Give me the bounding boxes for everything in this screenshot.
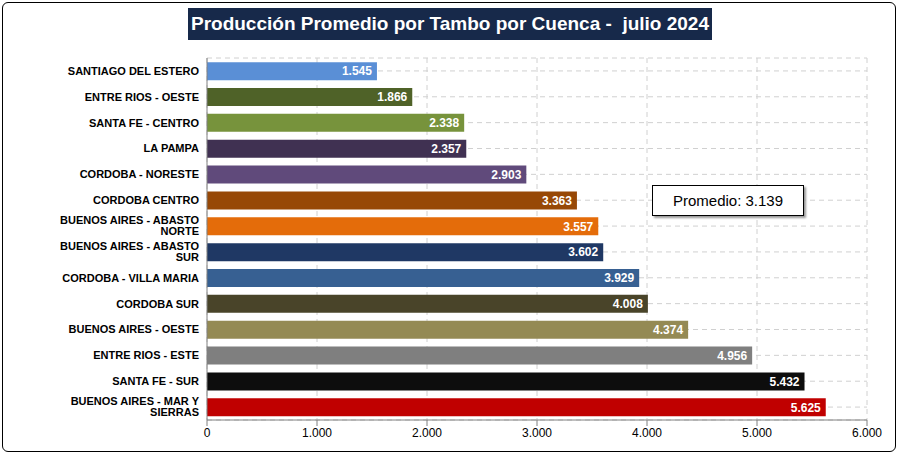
svg-text:1.866: 1.866 xyxy=(377,90,407,104)
svg-text:5.432: 5.432 xyxy=(769,375,799,389)
svg-text:2.000: 2.000 xyxy=(412,426,442,440)
svg-text:2.903: 2.903 xyxy=(491,168,521,182)
svg-text:CORDOBA - VILLA MARIA: CORDOBA - VILLA MARIA xyxy=(62,272,199,284)
svg-text:2.338: 2.338 xyxy=(429,116,459,130)
svg-text:SANTA FE - CENTRO: SANTA FE - CENTRO xyxy=(89,117,199,129)
svg-text:2.357: 2.357 xyxy=(431,142,461,156)
svg-text:BUENOS AIRES - ABASTONORTE: BUENOS AIRES - ABASTONORTE xyxy=(60,214,199,237)
svg-text:1.000: 1.000 xyxy=(302,426,332,440)
svg-text:BUENOS AIRES - MAR YSIERRAS: BUENOS AIRES - MAR YSIERRAS xyxy=(71,395,200,418)
svg-text:1.545: 1.545 xyxy=(342,64,372,78)
svg-text:4.000: 4.000 xyxy=(632,426,662,440)
svg-text:3.602: 3.602 xyxy=(568,245,598,259)
svg-text:CORDOBA CENTRO: CORDOBA CENTRO xyxy=(93,194,199,206)
svg-text:0: 0 xyxy=(204,426,211,440)
svg-text:4.008: 4.008 xyxy=(613,297,643,311)
svg-text:5.625: 5.625 xyxy=(791,401,821,415)
svg-text:3.363: 3.363 xyxy=(542,194,572,208)
svg-text:3.557: 3.557 xyxy=(563,220,593,234)
svg-text:CORDOBA SUR: CORDOBA SUR xyxy=(116,298,199,310)
svg-text:CORDOBA - NORESTE: CORDOBA - NORESTE xyxy=(80,168,199,180)
html-text:Promedio: 3.139: Promedio: 3.139 xyxy=(673,192,783,209)
svg-text:3.929: 3.929 xyxy=(604,271,634,285)
svg-text:6.000: 6.000 xyxy=(852,426,882,440)
svg-text:ENTRE RIOS - OESTE: ENTRE RIOS - OESTE xyxy=(85,91,199,103)
svg-text:3.000: 3.000 xyxy=(522,426,552,440)
svg-text:BUENOS AIRES - OESTE: BUENOS AIRES - OESTE xyxy=(69,323,199,335)
html-text:Producción Promedio por Tambo: Producción Promedio por Tambo por Cuenca… xyxy=(191,13,709,34)
svg-text:SANTIAGO DEL ESTERO: SANTIAGO DEL ESTERO xyxy=(68,65,200,77)
svg-text:4.956: 4.956 xyxy=(717,349,747,363)
svg-text:LA PAMPA: LA PAMPA xyxy=(144,142,199,154)
svg-text:ENTRE RIOS - ESTE: ENTRE RIOS - ESTE xyxy=(93,349,199,361)
svg-text:SANTA FE - SUR: SANTA FE - SUR xyxy=(112,375,199,387)
svg-text:4.374: 4.374 xyxy=(653,323,683,337)
svg-text:5.000: 5.000 xyxy=(742,426,772,440)
svg-text:BUENOS AIRES - ABASTOSUR: BUENOS AIRES - ABASTOSUR xyxy=(60,240,199,263)
